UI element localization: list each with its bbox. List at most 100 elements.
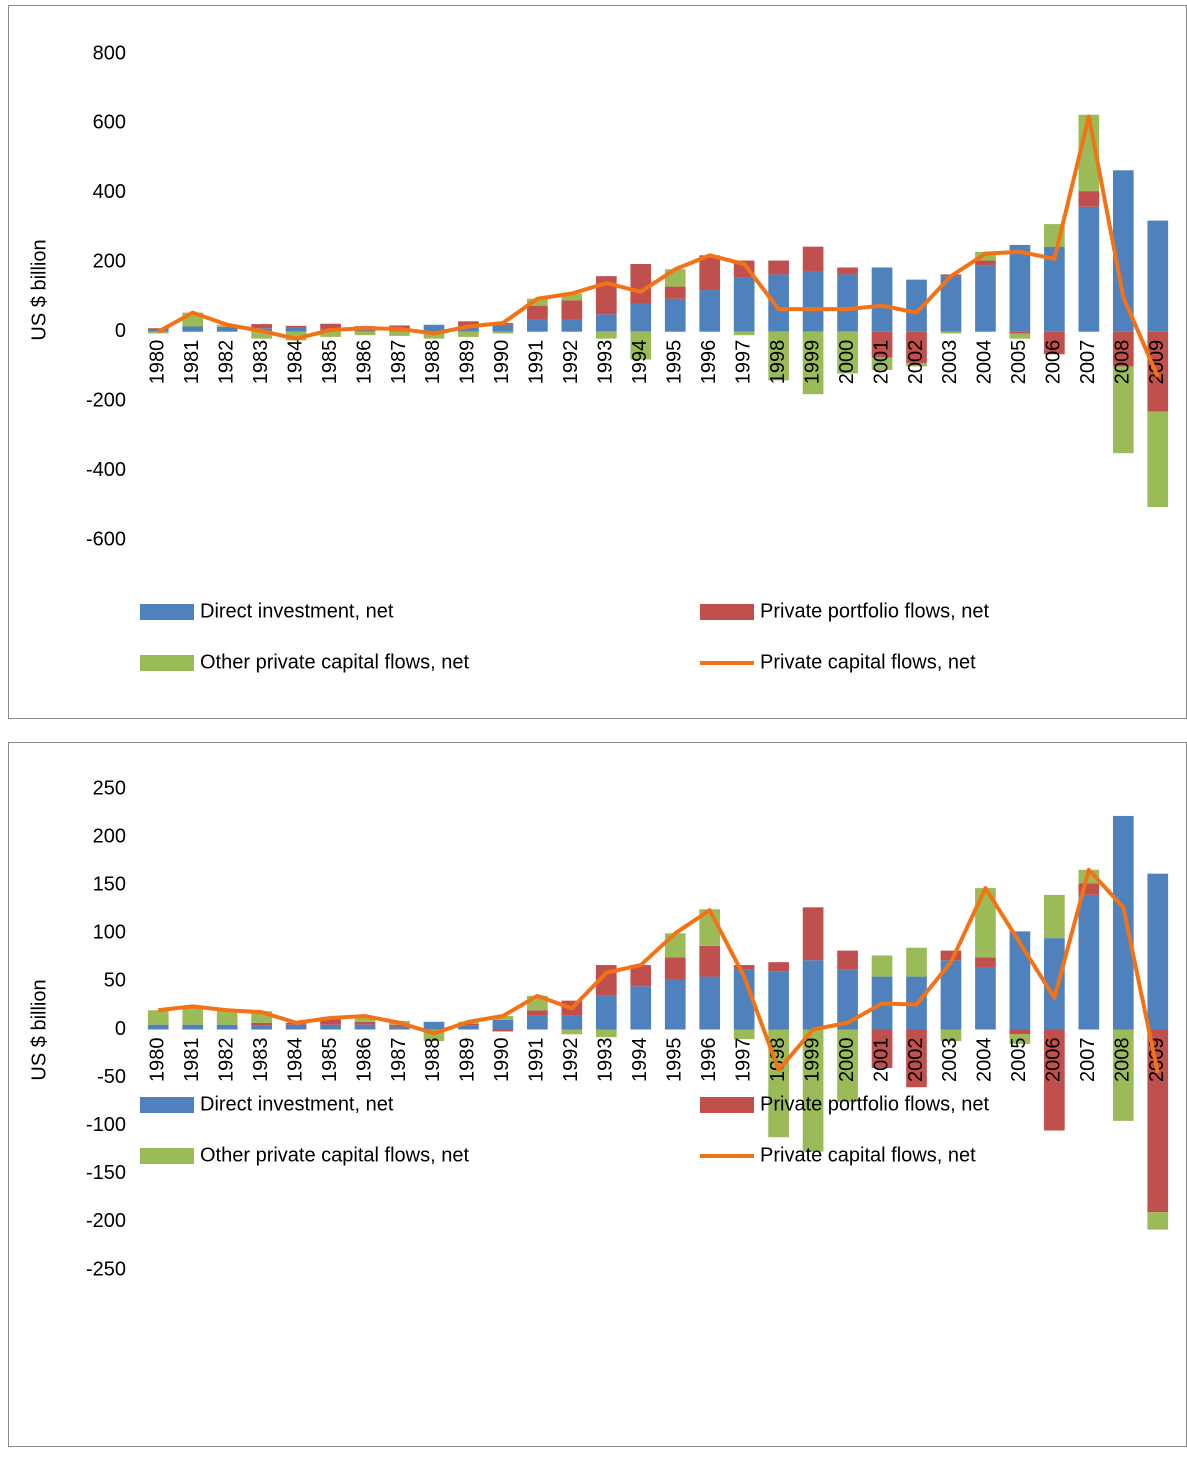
bar	[527, 305, 548, 320]
y-tick-label: 400	[93, 181, 126, 203]
bar	[630, 965, 652, 987]
bar	[906, 362, 927, 367]
y-tick-label: 0	[115, 1018, 126, 1040]
bar	[837, 274, 858, 332]
bar	[216, 326, 238, 328]
bar	[595, 314, 617, 332]
y-tick-label: 250	[93, 777, 126, 799]
bar	[216, 1024, 238, 1030]
x-tick-label: 2008	[1112, 1038, 1134, 1083]
bar	[699, 976, 721, 1030]
bar	[1009, 1029, 1031, 1035]
x-tick-label: 1980	[147, 1038, 169, 1083]
x-tick-label: 2000	[836, 1038, 858, 1083]
bar	[1078, 883, 1100, 895]
bar	[354, 1016, 376, 1022]
bar	[1009, 1034, 1031, 1044]
x-tick-label: 1980	[147, 340, 169, 385]
x-tick-label: 2005	[1008, 340, 1030, 385]
bar	[1009, 931, 1031, 1030]
bar	[871, 1029, 893, 1068]
x-tick-label: 1997	[732, 340, 754, 385]
x-tick-label: 1996	[698, 1038, 720, 1083]
bar	[699, 945, 721, 977]
y-tick-label: -50	[97, 1066, 126, 1088]
bar	[1112, 815, 1134, 1030]
line	[158, 867, 1160, 1074]
x-tick-label: 1998	[767, 340, 789, 385]
bar	[768, 260, 789, 275]
bar	[320, 331, 341, 337]
bar	[147, 1010, 169, 1025]
bar	[527, 298, 548, 306]
x-tick-label: 1996	[698, 340, 720, 385]
legend-swatch	[700, 604, 754, 620]
x-tick-label: 2009	[1146, 340, 1168, 385]
bar	[940, 960, 962, 1030]
x-tick-label: 1985	[319, 1038, 341, 1083]
x-tick-label: 1987	[388, 340, 410, 385]
bar	[975, 966, 996, 1030]
bar	[733, 331, 755, 336]
bar	[561, 293, 583, 301]
bar	[458, 1023, 479, 1026]
bar	[423, 324, 445, 332]
x-tick-label: 1983	[250, 340, 272, 385]
x-tick-label: 1986	[353, 340, 375, 385]
bar	[320, 1024, 341, 1030]
x-tick-label: 2001	[870, 1038, 892, 1083]
bar	[458, 1025, 479, 1030]
bar	[975, 265, 996, 332]
x-tick-label: 1992	[560, 340, 582, 385]
x-tick-label: 1982	[215, 1038, 237, 1083]
bar	[1147, 1212, 1169, 1230]
chart-frame	[8, 742, 1187, 1447]
legend-swatch	[700, 1097, 754, 1113]
bar	[182, 326, 204, 332]
bar	[1044, 894, 1065, 939]
x-tick-label: 2007	[1077, 1038, 1099, 1083]
x-tick-label: 1984	[284, 340, 306, 385]
x-tick-label: 1983	[250, 1038, 272, 1083]
bar	[182, 1007, 204, 1025]
y-tick-label: -200	[86, 389, 126, 411]
y-tick-label: 800	[93, 42, 126, 64]
x-tick-label: 1993	[595, 1038, 617, 1083]
bar	[837, 267, 858, 275]
bar	[492, 1019, 514, 1030]
bar	[1009, 333, 1031, 339]
bar	[768, 331, 789, 381]
bar	[768, 971, 789, 1030]
legend-label: Direct investment, net	[200, 1093, 394, 1115]
bar	[561, 1015, 583, 1030]
bar	[389, 1024, 410, 1027]
x-tick-label: 2006	[1043, 1038, 1065, 1083]
x-tick-label: 1991	[526, 1038, 548, 1083]
bar	[940, 950, 962, 961]
x-tick-label: 1986	[353, 1038, 375, 1083]
x-tick-label: 1994	[629, 1038, 651, 1083]
bar	[1112, 170, 1134, 332]
x-tick-label: 2000	[836, 340, 858, 385]
y-tick-label: -150	[86, 1162, 126, 1184]
bar	[940, 1029, 962, 1042]
bar	[837, 969, 858, 1030]
bar	[285, 325, 307, 328]
y-tick-label: -400	[86, 459, 126, 481]
bar	[216, 1010, 238, 1025]
bar	[527, 319, 548, 332]
x-tick-label: 1988	[422, 1038, 444, 1083]
bar	[733, 965, 755, 970]
bar	[147, 328, 169, 330]
bar	[664, 298, 686, 332]
y-tick-label: 100	[93, 922, 126, 944]
bar	[871, 955, 893, 977]
bar	[354, 1024, 376, 1030]
bar	[1147, 411, 1169, 508]
bar	[1044, 331, 1065, 355]
bar	[1078, 894, 1100, 1030]
bar	[1044, 246, 1065, 332]
bar	[216, 327, 238, 332]
bar	[458, 321, 479, 327]
bar	[1112, 366, 1134, 454]
